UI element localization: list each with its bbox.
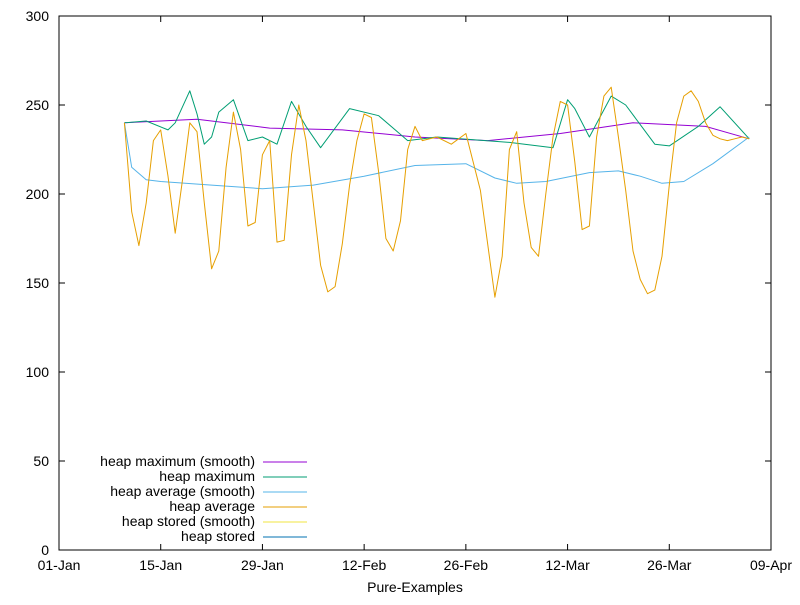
y-tick-label: 50: [33, 453, 49, 469]
y-tick-label: 0: [41, 542, 49, 558]
x-tick-label: 15-Jan: [139, 557, 182, 573]
x-tick-label: 12-Feb: [342, 557, 387, 573]
legend-label: heap maximum: [159, 468, 255, 484]
series-line-2: [123, 122, 750, 190]
series-line-0: [124, 118, 750, 142]
y-tick-label: 150: [26, 275, 50, 291]
x-tick-label: 01-Jan: [38, 557, 81, 573]
legend-label: heap stored: [181, 528, 255, 544]
y-axis: 0 50 100 150 200 250 300: [26, 8, 771, 558]
y-tick-label: 200: [26, 186, 50, 202]
series-line-3: [123, 86, 750, 298]
legend-label: heap average: [169, 498, 255, 514]
x-tick-label: 12-Mar: [545, 557, 590, 573]
legend-label: heap stored (smooth): [122, 513, 255, 529]
series-layer: [123, 86, 750, 298]
x-axis: 01-Jan 15-Jan 29-Jan 12-Feb 26-Feb 12-Mar 26-M…: [38, 16, 792, 573]
y-tick-label: 100: [26, 364, 50, 380]
x-tick-label: 29-Jan: [241, 557, 284, 573]
x-tick-label: 26-Feb: [444, 557, 489, 573]
y-tick-label: 300: [26, 8, 50, 24]
x-tick-label: 09-Apr: [750, 557, 792, 573]
x-tick-label: 26-Mar: [647, 557, 692, 573]
series-line-1: [124, 90, 750, 149]
y-tick-label: 250: [26, 97, 50, 113]
legend-label: heap maximum (smooth): [100, 453, 255, 469]
legend-label: heap average (smooth): [110, 483, 255, 499]
x-axis-label: Pure-Examples: [367, 579, 463, 595]
